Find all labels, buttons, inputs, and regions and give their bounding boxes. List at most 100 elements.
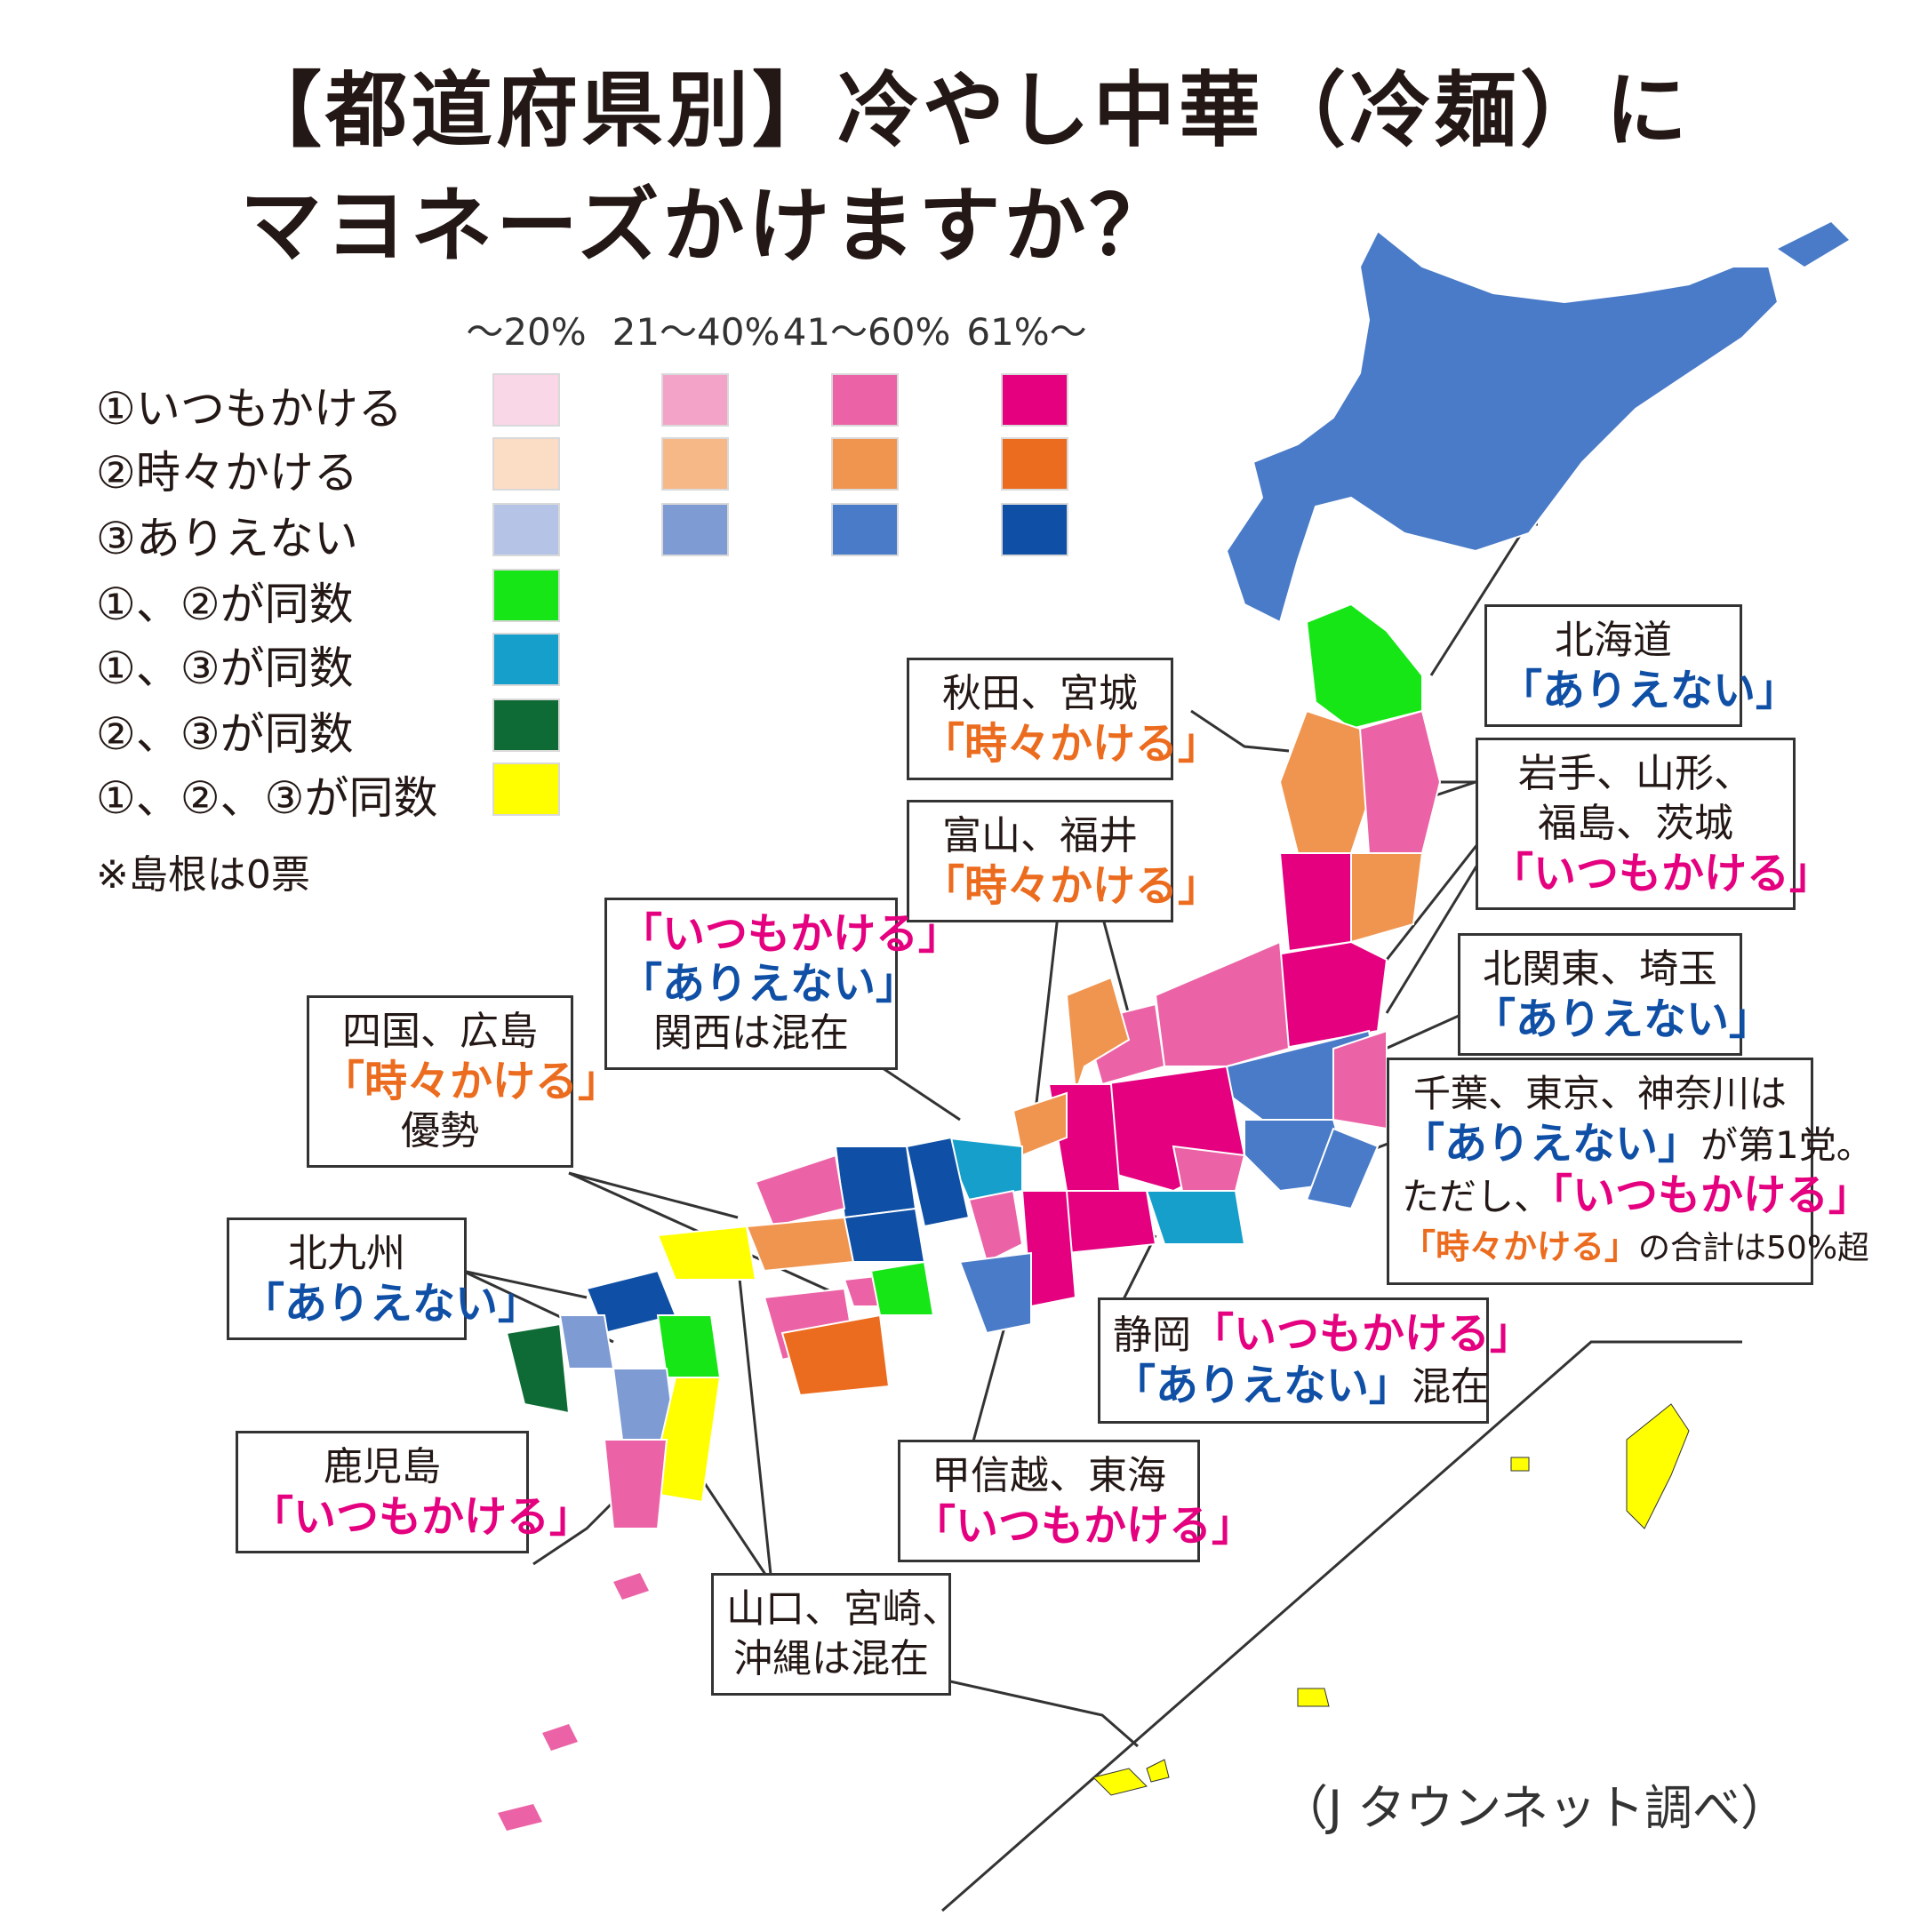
- okinawa-inset-border: [941, 1340, 1742, 1912]
- tokushima-region: [869, 1260, 935, 1316]
- hyogo-region: [905, 1136, 971, 1228]
- tottori-region: [834, 1146, 917, 1219]
- yamagata-region: [1278, 852, 1352, 953]
- swatch-tie-13: [492, 633, 560, 686]
- okinawa-main: [1626, 1403, 1690, 1529]
- legend-row-always: ①いつもかける: [96, 383, 403, 435]
- swatch-sometimes-4: [1001, 437, 1068, 491]
- callout-chiba-answer1: 「ありえない」: [1402, 1119, 1701, 1169]
- callout-hokkaido: 北海道 「ありえない」: [1484, 604, 1799, 727]
- kagoshima-region: [603, 1439, 668, 1529]
- leader-shikoku-2: [568, 1171, 739, 1219]
- swatch-never-2: [661, 503, 729, 556]
- legend-row-tie-23: ②、③が同数: [96, 708, 354, 760]
- callout-shizuoka-answer1: 「いつもかける」: [1191, 1309, 1533, 1359]
- miyagi-region: [1350, 852, 1424, 944]
- niigata-region: [1154, 940, 1291, 1067]
- swatch-never-1: [492, 503, 560, 556]
- leader-kitakyushu-1: [461, 1269, 588, 1299]
- callout-chiba-line3: ただし、「いつもかける」: [1402, 1170, 1871, 1222]
- callout-shizuoka-answer2: 「ありえない」: [1113, 1361, 1412, 1410]
- wakayama-region: [958, 1251, 1032, 1335]
- leader-akita: [1190, 709, 1290, 753]
- callout-chiba-line2: 「ありえない」が第1党。: [1402, 1119, 1874, 1170]
- ibaraki-region: [1332, 1029, 1388, 1130]
- source-credit: （J タウンネット調べ）: [1280, 1780, 1789, 1836]
- callout-iwate-answer: 「いつもかける」: [1491, 849, 1833, 898]
- callout-kagoshima-answer: 「いつもかける」: [251, 1492, 593, 1542]
- callout-yamaguchi: 山口、宮崎、 沖縄は混在: [711, 1573, 961, 1696]
- swatch-tie-23: [492, 699, 560, 752]
- aomori-region: [1305, 603, 1423, 730]
- swatch-tie-123: [492, 762, 560, 816]
- legend-col-4: 61%～: [966, 310, 1087, 354]
- leader-yamaguchi-3: [941, 1678, 1139, 1748]
- swatch-always-2: [661, 373, 729, 427]
- swatch-sometimes-3: [831, 437, 899, 491]
- legend-row-tie-123: ①、②、③が同数: [96, 772, 438, 824]
- callout-kansai: 「いつもかける」 「ありえない」 関西は混在: [604, 898, 962, 1070]
- callout-akita-answer: 「時々かける」: [922, 719, 1221, 769]
- callout-chiba-line1: 千葉、東京、神奈川は: [1412, 1072, 1787, 1115]
- leader-iwate-3: [1385, 834, 1486, 961]
- shimane-region: [754, 1154, 846, 1228]
- legend-row-sometimes: ②時々かける: [96, 447, 358, 499]
- callout-kagoshima-region: 鹿児島: [324, 1444, 441, 1489]
- swatch-never-4: [1001, 503, 1068, 556]
- legend-col-2: 21～40%: [612, 310, 780, 354]
- callout-chiba-line4: 「時々かける」の合計は50%超: [1402, 1222, 1869, 1273]
- callout-kansai-answer1: 「いつもかける」: [620, 909, 962, 959]
- hiroshima-region: [745, 1216, 855, 1273]
- legend-note: ※島根は0票: [96, 852, 310, 898]
- swatch-always-1: [492, 373, 560, 427]
- ishikawa-region: [1065, 976, 1131, 1094]
- callout-chiba-after3: の合計は50%超: [1638, 1230, 1870, 1266]
- kochi-region: [780, 1313, 891, 1397]
- callout-shizuoka-line1: 静岡「いつもかける」: [1113, 1309, 1532, 1361]
- nansei-islands: [498, 1573, 649, 1831]
- legend-row-tie-12: ①、②が同数: [96, 579, 354, 630]
- chiba-region: [1305, 1127, 1380, 1210]
- nagasaki-region: [505, 1322, 571, 1415]
- callout-shikoku-answer: 「時々かける」: [322, 1057, 621, 1106]
- saga-region: [558, 1314, 615, 1369]
- callout-yamaguchi-line2: 沖縄は混在: [733, 1636, 929, 1681]
- callout-toyama-answer: 「時々かける」: [922, 861, 1221, 911]
- leader-iwate-4: [1385, 852, 1486, 1014]
- swatch-sometimes-2: [661, 437, 729, 491]
- callout-shikoku-text: 優勢: [401, 1108, 479, 1154]
- callout-kitakyushu-answer: 「ありえない」: [242, 1279, 541, 1329]
- callout-kitakanto: 北関東、埼玉 「ありえない」: [1458, 933, 1772, 1056]
- callout-hokkaido-region: 北海道: [1555, 618, 1672, 663]
- callout-iwate-line1: 岩手、山形、: [1518, 751, 1753, 796]
- osaka-region: [967, 1189, 1024, 1264]
- callout-kansai-answer2: 「ありえない」: [620, 959, 919, 1009]
- callout-toyama: 富山、福井 「時々かける」: [907, 800, 1221, 922]
- callout-shikoku: 四国、広島 「時々かける」 優勢: [307, 995, 621, 1168]
- swatch-never-3: [831, 503, 899, 556]
- akita-region: [1278, 709, 1371, 854]
- callout-chiba-before2: ただし、: [1402, 1175, 1552, 1218]
- leader-toyama-1: [1034, 914, 1060, 1112]
- leader-yamaguchi-1: [736, 1261, 775, 1601]
- okinawa-islands: [1092, 1457, 1530, 1796]
- title-line2: マヨネーズかけますか？: [240, 179, 1175, 274]
- callout-koshinetsu-answer: 「いつもかける」: [913, 1501, 1255, 1551]
- title-line1: 【都道府県別】冷やし中華（冷麺）に: [240, 63, 1692, 158]
- callout-yamaguchi-line1: 山口、宮崎、: [726, 1586, 961, 1632]
- callout-chiba-answer3: 「時々かける」: [1402, 1227, 1639, 1266]
- swatch-tie-12: [492, 569, 560, 622]
- callout-chiba-answer2: 「いつもかける」: [1551, 1170, 1872, 1220]
- iwate-region: [1358, 709, 1442, 854]
- callout-akita: 秋田、宮城 「時々かける」: [907, 658, 1221, 780]
- callout-hokkaido-answer: 「ありえない」: [1500, 666, 1799, 715]
- callout-kitakanto-region: 北関東、埼玉: [1483, 946, 1717, 992]
- legend-row-never: ③ありえない: [96, 513, 358, 564]
- shizuoka-region: [1145, 1190, 1246, 1245]
- callout-koshinetsu: 甲信越、東海 「いつもかける」: [898, 1440, 1255, 1562]
- callout-toyama-region: 富山、福井: [942, 813, 1138, 858]
- callout-shikoku-region: 四国、広島: [342, 1009, 538, 1054]
- callout-chiba-after1: が第1党。: [1700, 1123, 1874, 1167]
- callout-chiba: 千葉、東京、神奈川は 「ありえない」が第1党。 ただし、「いつもかける」 「時々…: [1387, 1058, 1874, 1285]
